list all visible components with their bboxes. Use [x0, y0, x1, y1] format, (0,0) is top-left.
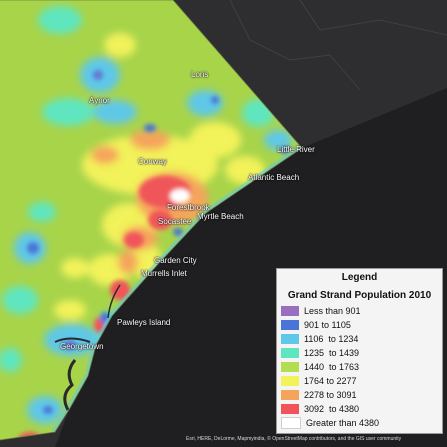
place-label-loris: Loris [191, 70, 209, 79]
place-label-garden-city: Garden City [154, 256, 197, 265]
legend-swatch [281, 390, 299, 400]
place-label-pawleys-island: Pawleys Island [117, 318, 171, 327]
place-label-conway: Conway [138, 157, 167, 166]
legend-class-row: 1235 to 1439 [277, 346, 442, 360]
legend-class-label: 2278 to 3091 [304, 390, 357, 400]
legend-class-row: 2278 to 3091 [277, 388, 442, 402]
legend-swatch [281, 334, 299, 344]
legend-class-row: 3092 to 4380 [277, 402, 442, 416]
legend-swatch [281, 306, 299, 316]
place-label-atlantic-beach: Atlantic Beach [248, 173, 300, 182]
legend-class-row: 1764 to 2277 [277, 374, 442, 388]
map-attribution: Esri, HERE, DeLorme, Mapmyindia, © OpenS… [186, 436, 402, 442]
legend-class-label: 1764 to 2277 [304, 376, 357, 386]
legend-class-label: 1235 to 1439 [304, 348, 360, 358]
legend-class-label: Greater than 4380 [306, 418, 380, 428]
place-label-socastee: Socastee [158, 217, 192, 226]
legend-swatch [281, 362, 299, 372]
county-boundary [0, 0, 303, 441]
legend-swatch [281, 376, 299, 386]
river [63, 359, 77, 411]
place-label-georgetown: Georgetown [60, 342, 104, 351]
legend-class-row: Less than 901 [277, 304, 442, 318]
place-label-little-river: Little River [277, 145, 315, 154]
legend-class-label: Less than 901 [304, 306, 361, 316]
legend-swatch [281, 404, 299, 414]
place-label-myrtle-beach: Myrtle Beach [197, 212, 244, 221]
legend-class-row: 1106 to 1234 [277, 332, 442, 346]
place-label-murrells-inlet: Murrells Inlet [141, 269, 187, 278]
legend-class-row: Greater than 4380 [277, 416, 442, 430]
legend-swatch [281, 320, 299, 330]
legend-class-label: 1440 to 1763 [304, 362, 360, 372]
place-label-aynor: Aynor [89, 96, 110, 105]
legend-heading: Legend [341, 272, 378, 283]
legend-class-row: 901 to 1105 [277, 318, 442, 332]
legend-swatch [281, 417, 301, 429]
legend-class-label: 3092 to 4380 [304, 404, 360, 414]
legend-swatch [281, 348, 299, 358]
legend-class-label: 901 to 1105 [304, 320, 351, 330]
legend-classes: Less than 901 901 to 1105 1106 to 1234 1… [277, 304, 442, 430]
legend-class-label: 1106 to 1234 [304, 334, 359, 344]
place-label-forestbrook: Forestbrook [167, 203, 210, 212]
legend-class-row: 1440 to 1763 [277, 360, 442, 374]
legend-panel: Legend Grand Strand Population 2010 Less… [276, 268, 443, 434]
legend-title: Grand Strand Population 2010 [287, 290, 432, 301]
